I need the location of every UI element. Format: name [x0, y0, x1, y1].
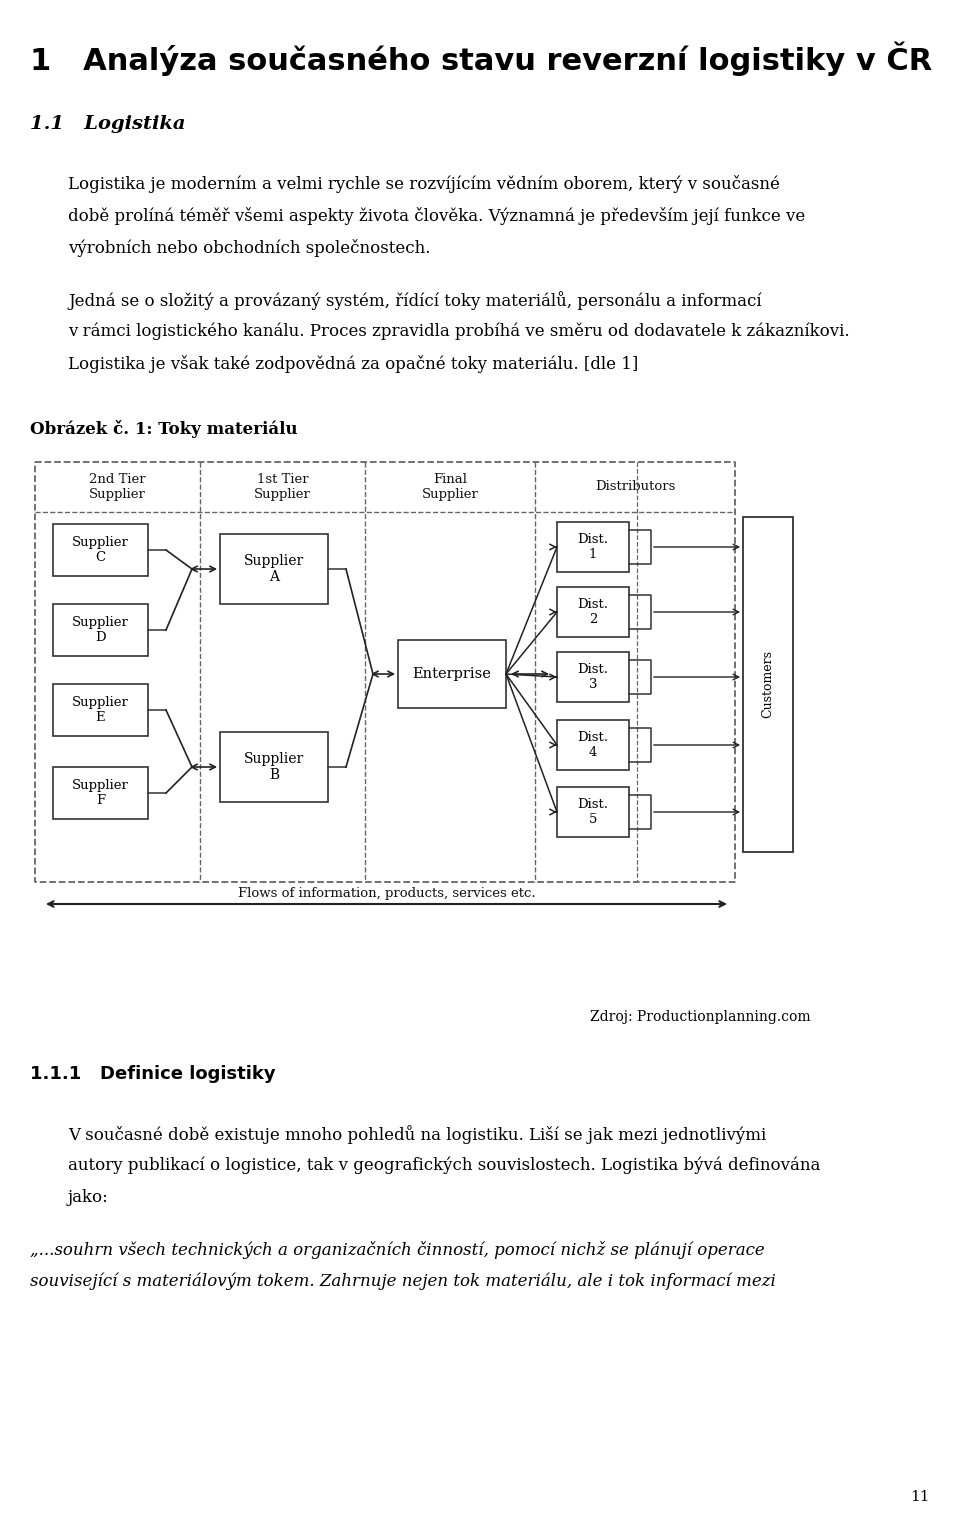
Text: 1.1.1   Definice logistiky: 1.1.1 Definice logistiky	[30, 1065, 276, 1083]
Bar	[398, 640, 506, 708]
Text: 1st Tier
Supplier: 1st Tier Supplier	[254, 474, 311, 501]
Text: Supplier
E: Supplier E	[72, 696, 129, 725]
Text: 11: 11	[910, 1490, 930, 1504]
Bar	[557, 522, 629, 572]
Text: Obrázek č. 1: Toky materiálu: Obrázek č. 1: Toky materiálu	[30, 421, 298, 437]
Bar	[53, 767, 148, 819]
Text: Supplier
F: Supplier F	[72, 779, 129, 806]
Text: Flows of information, products, services etc.: Flows of information, products, services…	[238, 887, 536, 900]
Bar	[220, 534, 328, 604]
Text: Supplier
D: Supplier D	[72, 616, 129, 645]
Text: „...souhrn všech technických a organizačních činností, pomocí nichž se plánují o: „...souhrn všech technických a organizač…	[30, 1241, 765, 1259]
Text: V současné době existuje mnoho pohledů na logistiku. Liší se jak mezi jednotlivý: V současné době existuje mnoho pohledů n…	[68, 1126, 766, 1144]
Bar	[743, 517, 793, 852]
Text: 1   Analýza současného stavu reverzní logistiky v ČR: 1 Analýza současného stavu reverzní logi…	[30, 42, 932, 77]
Text: Logistika je však také zodpovědná za opačné toky materiálu. [dle 1]: Logistika je však také zodpovědná za opa…	[68, 356, 638, 374]
Text: Dist.
1: Dist. 1	[578, 533, 609, 561]
Text: Jedná se o složitý a provázaný systém, řídící toky materiálů, personálu a inform: Jedná se o složitý a provázaný systém, ř…	[68, 290, 761, 310]
Text: autory publikací o logistice, tak v geografických souvislostech. Logistika bývá : autory publikací o logistice, tak v geog…	[68, 1157, 821, 1174]
Bar	[220, 732, 328, 802]
Text: Enterprise: Enterprise	[413, 667, 492, 681]
Bar	[557, 587, 629, 637]
Text: Dist.
4: Dist. 4	[578, 731, 609, 760]
Text: Logistika je moderním a velmi rychle se rozvíjícím vědním oborem, který v součas: Logistika je moderním a velmi rychle se …	[68, 176, 780, 194]
Bar	[53, 684, 148, 735]
Text: době prolíná téměř všemi aspekty života člověka. Významná je především její funk: době prolíná téměř všemi aspekty života …	[68, 207, 805, 225]
Text: 2nd Tier
Supplier: 2nd Tier Supplier	[89, 474, 146, 501]
Text: Supplier
A: Supplier A	[244, 554, 304, 584]
Bar	[557, 787, 629, 837]
Bar	[53, 523, 148, 576]
Text: Zdroj: Productionplanning.com: Zdroj: Productionplanning.com	[590, 1011, 810, 1024]
Bar	[557, 720, 629, 770]
Text: související s materiálovým tokem. Zahrnuje nejen tok materiálu, ale i tok inform: související s materiálovým tokem. Zahrnu…	[30, 1272, 776, 1291]
Text: Distributors: Distributors	[595, 481, 675, 493]
Text: Dist.
2: Dist. 2	[578, 598, 609, 626]
Text: Dist.
3: Dist. 3	[578, 663, 609, 691]
Bar	[557, 652, 629, 702]
Text: Final
Supplier: Final Supplier	[421, 474, 478, 501]
Text: jako:: jako:	[68, 1189, 108, 1206]
Text: Customers: Customers	[761, 651, 775, 719]
Text: výrobních nebo obchodních společnostech.: výrobních nebo obchodních společnostech.	[68, 239, 430, 257]
Text: 1.1   Logistika: 1.1 Logistika	[30, 115, 185, 133]
Text: Dist.
5: Dist. 5	[578, 797, 609, 826]
Text: Supplier
C: Supplier C	[72, 536, 129, 564]
Text: Supplier
B: Supplier B	[244, 752, 304, 782]
Text: v rámci logistického kanálu. Proces zpravidla probíhá ve směru od dodavatele k z: v rámci logistického kanálu. Proces zpra…	[68, 322, 850, 340]
Bar	[53, 604, 148, 657]
